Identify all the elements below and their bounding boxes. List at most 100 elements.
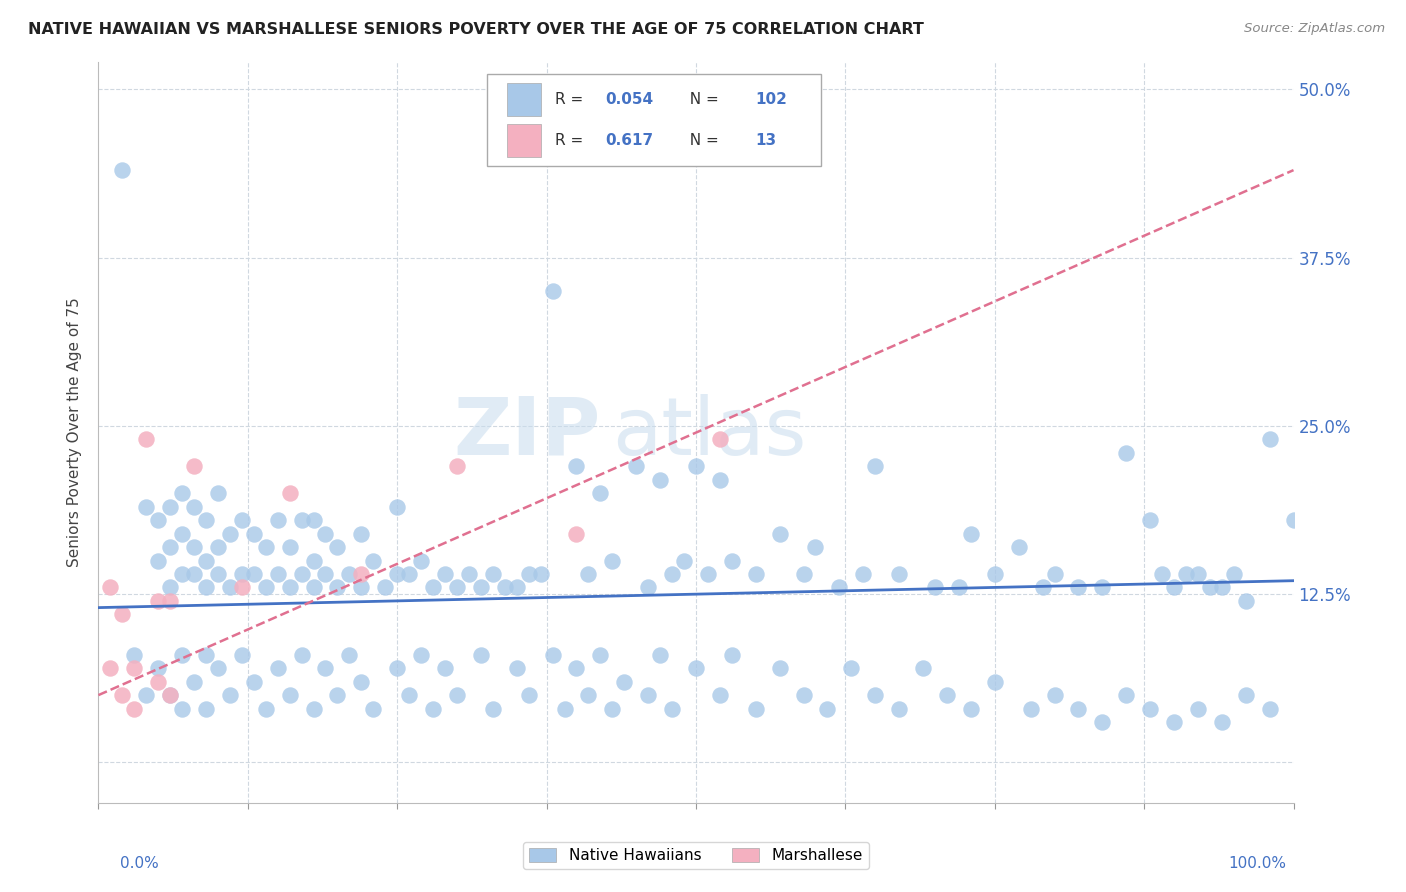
Point [315, 526, 337, 541]
Point [254, 581, 277, 595]
Point [267, 661, 290, 675]
Text: atlas: atlas [613, 393, 807, 472]
Point [207, 566, 229, 581]
Point [602, 701, 624, 715]
Point [721, 553, 744, 567]
Point [745, 701, 768, 715]
Point [422, 701, 444, 715]
Point [1258, 433, 1281, 447]
Point [231, 581, 253, 595]
Point [411, 648, 433, 662]
Point [148, 594, 170, 608]
Point [1032, 581, 1054, 595]
Text: 0.054: 0.054 [605, 92, 654, 107]
Point [243, 526, 266, 541]
Point [385, 661, 409, 675]
Point [183, 566, 205, 581]
Point [326, 540, 349, 554]
Point [1223, 566, 1246, 581]
Point [172, 701, 194, 715]
Point [470, 581, 492, 595]
Point [231, 513, 253, 527]
Point [554, 701, 576, 715]
Point [589, 486, 612, 500]
Point [159, 500, 181, 514]
Point [1067, 581, 1090, 595]
Point [254, 701, 277, 715]
Point [494, 581, 516, 595]
Point [124, 648, 146, 662]
Point [661, 566, 683, 581]
Point [183, 540, 205, 554]
Point [291, 648, 314, 662]
Text: N =: N = [681, 92, 724, 107]
Point [517, 566, 540, 581]
Point [1115, 446, 1137, 460]
Text: 13: 13 [756, 133, 778, 148]
Point [278, 486, 301, 500]
Point [350, 674, 373, 689]
Point [111, 607, 134, 622]
Point [541, 648, 564, 662]
Point [172, 566, 194, 581]
Point [960, 526, 983, 541]
Point [841, 661, 863, 675]
Point [446, 688, 468, 702]
Point [650, 648, 672, 662]
Point [172, 648, 194, 662]
Point [458, 566, 481, 581]
Point [1091, 714, 1114, 729]
Point [422, 581, 444, 595]
Point [302, 701, 325, 715]
Text: 0.617: 0.617 [605, 133, 654, 148]
Point [865, 688, 887, 702]
Point [315, 566, 337, 581]
Point [159, 688, 181, 702]
Point [804, 540, 827, 554]
Point [793, 688, 815, 702]
Point [637, 688, 659, 702]
Point [613, 674, 636, 689]
Point [828, 581, 851, 595]
Point [721, 648, 744, 662]
Point [709, 433, 731, 447]
Point [219, 688, 242, 702]
Point [470, 648, 492, 662]
Point [326, 688, 349, 702]
Point [984, 566, 1007, 581]
Point [207, 540, 229, 554]
Point [183, 674, 205, 689]
Point [267, 513, 290, 527]
Point [817, 701, 839, 715]
Point [243, 566, 266, 581]
Point [1043, 688, 1066, 702]
Point [446, 581, 468, 595]
Point [565, 459, 588, 474]
Point [278, 581, 301, 595]
Point [482, 566, 505, 581]
Point [195, 701, 218, 715]
Point [865, 459, 887, 474]
Point [159, 594, 181, 608]
Point [984, 674, 1007, 689]
Point [363, 701, 385, 715]
Text: 100.0%: 100.0% [1229, 856, 1286, 871]
Point [350, 566, 373, 581]
Point [889, 566, 911, 581]
Point [207, 486, 229, 500]
Point [852, 566, 875, 581]
Point [709, 473, 731, 487]
Point [411, 553, 433, 567]
Point [195, 581, 218, 595]
Point [517, 688, 540, 702]
Point [195, 553, 218, 567]
Point [565, 526, 588, 541]
Point [148, 661, 170, 675]
Point [135, 500, 157, 514]
Point [482, 701, 505, 715]
Point [315, 661, 337, 675]
Point [745, 566, 768, 581]
Point [159, 688, 181, 702]
Point [111, 163, 134, 178]
Point [148, 553, 170, 567]
